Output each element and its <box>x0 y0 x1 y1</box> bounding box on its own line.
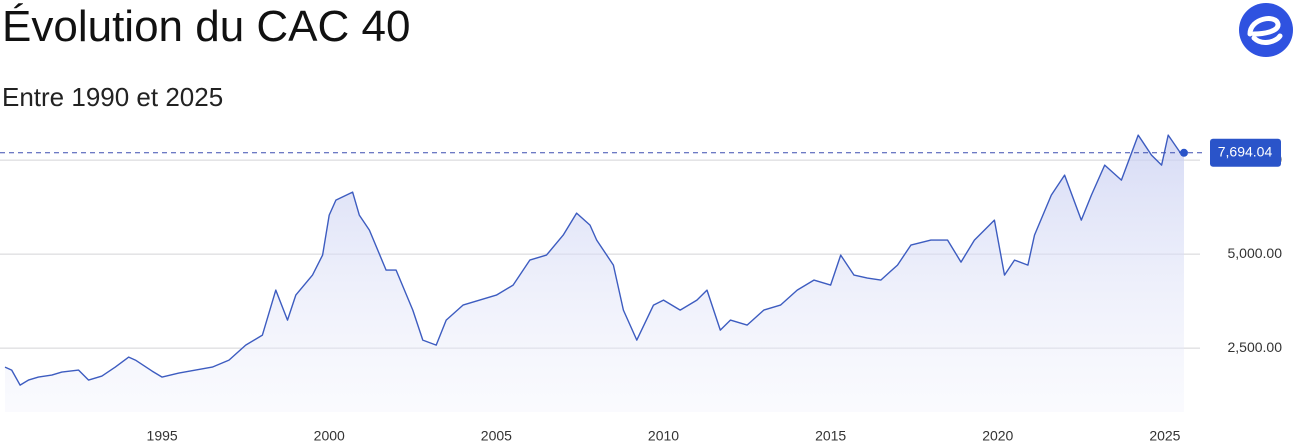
current-value-dot <box>1179 148 1188 157</box>
area <box>5 135 1184 412</box>
x-tick-label: 2025 <box>1149 428 1180 444</box>
y-tick-label: 5,000.00 <box>1228 245 1283 261</box>
x-tick-label: 2000 <box>314 428 345 444</box>
x-tick-label: 1995 <box>147 428 178 444</box>
x-tick-label: 2020 <box>982 428 1013 444</box>
y-tick-label: 2,500.00 <box>1228 339 1283 355</box>
subtitle: Entre 1990 et 2025 <box>2 82 224 112</box>
x-tick-label: 2005 <box>481 428 512 444</box>
line <box>4 134 1185 386</box>
current-value-badge <box>1210 138 1281 167</box>
x-tick-label: 2010 <box>648 428 679 444</box>
current-value-label: 7,694.04 <box>1218 143 1273 159</box>
x-tick-label: 2015 <box>815 428 846 444</box>
title: Évolution du CAC 40 <box>2 2 411 51</box>
logo <box>1239 3 1293 57</box>
